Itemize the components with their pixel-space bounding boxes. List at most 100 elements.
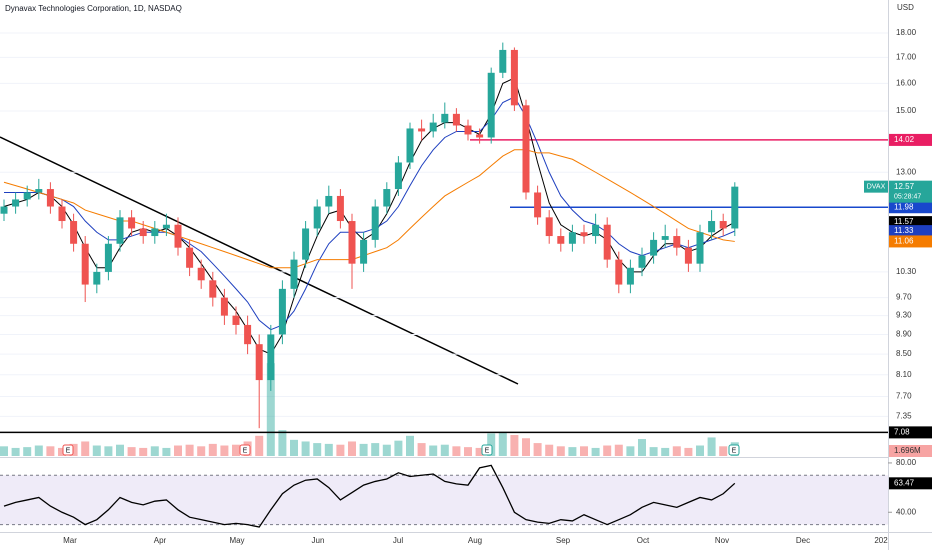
candle-body: [476, 134, 484, 138]
volume-bar: [684, 447, 693, 456]
candle-body: [278, 288, 286, 335]
candle-body: [406, 128, 414, 163]
candle-body: [174, 224, 182, 248]
volume-bar: [452, 446, 461, 456]
volume-bar: [464, 447, 472, 456]
earnings-label: E: [243, 447, 248, 454]
y-tick-label: 7.35: [896, 411, 912, 420]
volume-bar: [150, 446, 159, 456]
volume-bar: [46, 446, 55, 456]
candle-body: [441, 113, 449, 123]
candle-body: [568, 232, 576, 244]
rsi-tick-label: 40.00: [896, 507, 917, 516]
volume-bar: [649, 447, 658, 456]
volume-bar: [336, 444, 345, 456]
countdown-label: 05:28:47: [894, 193, 921, 200]
candle-body: [209, 280, 217, 298]
volume-bar: [545, 444, 554, 456]
volume-bar: [475, 447, 484, 456]
x-tick-label: Nov: [715, 536, 729, 545]
price-line-label: 7.08: [894, 427, 910, 436]
volume-bar: [174, 445, 182, 456]
y-tick-label: 8.10: [896, 370, 912, 379]
ma-value-label: 11.06: [894, 237, 914, 246]
candle-body: [731, 186, 739, 229]
volume-bar: [255, 435, 264, 456]
last-price-label: 12.57: [894, 182, 915, 191]
candle-body: [116, 217, 124, 244]
candle-body: [58, 206, 66, 222]
candle-body: [522, 105, 530, 193]
volume-bar: [208, 443, 217, 456]
trend-line: [0, 136, 519, 385]
candle-body: [290, 259, 298, 289]
moving-average-line: [4, 96, 735, 331]
rsi-line: [3, 464, 736, 528]
candle-body: [580, 232, 588, 237]
volume-bar: [417, 443, 426, 456]
candle-body: [650, 239, 658, 256]
earnings-marker: [239, 444, 251, 456]
rsi-tick-label: 80.00: [896, 458, 917, 467]
volume-bar: [371, 443, 380, 456]
candle-body: [592, 224, 600, 237]
chart-title: Dynavax Technologies Corporation, 1D, NA…: [5, 4, 182, 13]
volume-bar: [220, 445, 229, 456]
candle-body: [267, 334, 275, 381]
y-tick-label: 16.00: [896, 78, 917, 87]
volume-bar: [34, 445, 43, 456]
candle-body: [360, 239, 368, 264]
candle-body: [325, 195, 333, 207]
rsi-band-fill: [0, 475, 888, 525]
candle-body: [186, 247, 194, 268]
volume-bar: [324, 443, 333, 456]
candle-body: [35, 189, 43, 193]
volume-bar: [672, 446, 681, 456]
volume-bar: [278, 430, 287, 456]
candle-body: [696, 232, 704, 264]
x-tick-label: Jun: [312, 536, 325, 545]
earnings-label: E: [485, 447, 490, 454]
x-tick-label: 202: [874, 536, 888, 545]
volume-bar: [568, 447, 577, 456]
volume-bar: [92, 445, 101, 456]
volume-bar: [707, 437, 716, 456]
volume-bar: [69, 443, 78, 456]
volume-bar: [11, 447, 20, 456]
candle-body: [348, 221, 356, 264]
rsi-value-box: [889, 477, 932, 490]
candle-body: [104, 243, 112, 272]
ma-value-label: 11.33: [894, 226, 914, 235]
price-line-label-box: [889, 133, 932, 146]
volume-bar: [591, 447, 600, 456]
candle-body: [162, 224, 170, 229]
volume-bar: [185, 444, 194, 456]
volume-bar: [0, 446, 8, 456]
volume-bar: [696, 445, 704, 456]
volume-bar: [116, 444, 124, 456]
candle-body: [452, 113, 460, 126]
volume-bar: [661, 447, 670, 456]
candle-body: [673, 236, 681, 248]
volume-bar: [719, 446, 728, 456]
candle-body: [626, 267, 634, 285]
candle-body: [255, 344, 263, 381]
x-tick-label: Oct: [637, 536, 650, 545]
ma-value-label-box: [889, 225, 932, 238]
symbol-box: [864, 180, 888, 193]
candle-body: [638, 255, 646, 268]
x-tick-label: Aug: [468, 536, 482, 545]
candle-body: [220, 297, 228, 316]
candle-body: [661, 236, 669, 240]
y-tick-label: 13.00: [896, 167, 917, 176]
earnings-label: E: [732, 447, 737, 454]
volume-bar: [498, 431, 507, 456]
y-tick-label: 18.00: [896, 28, 917, 37]
volume-bar: [139, 447, 148, 456]
ma-value-label: 11.57: [894, 217, 914, 226]
x-tick-label: Sep: [556, 536, 571, 545]
volume-bar: [290, 439, 298, 456]
candle-body: [336, 195, 344, 222]
candle-body: [603, 224, 611, 260]
